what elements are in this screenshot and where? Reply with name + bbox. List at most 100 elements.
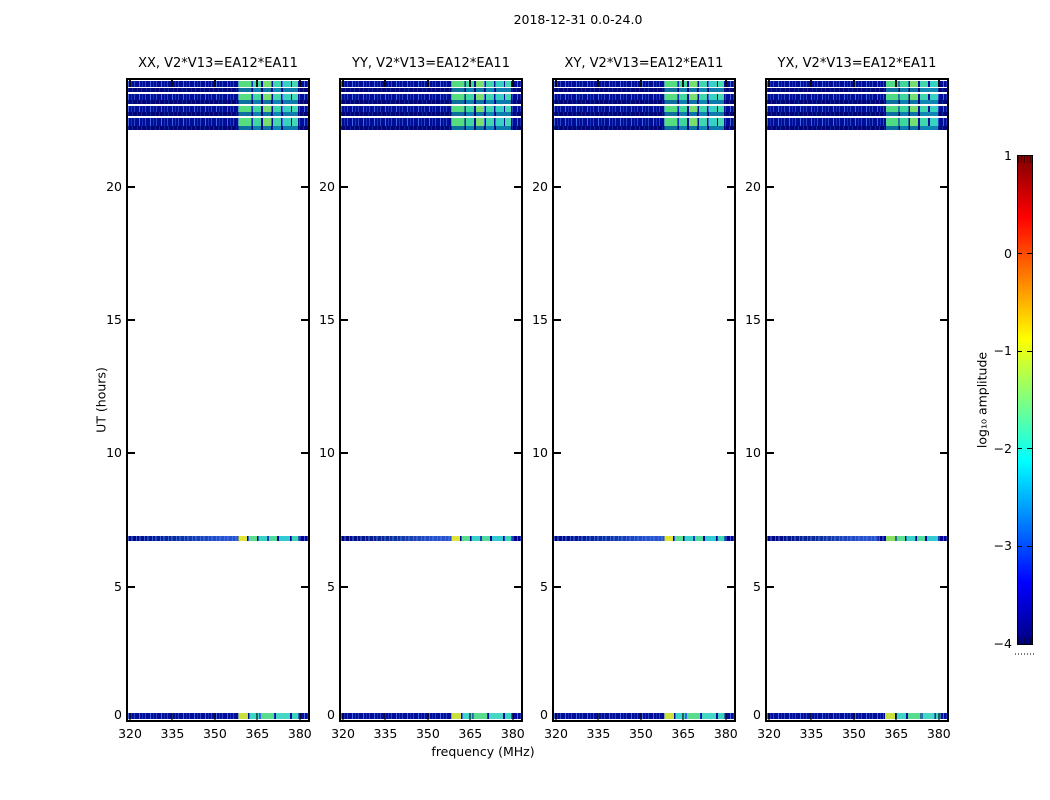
- colorbar-hatch-bottom: [1018, 637, 1032, 644]
- colorbar-tick-mark: [1017, 545, 1022, 547]
- x-tick-label: 335: [586, 726, 611, 741]
- x-tick-mark: [256, 80, 259, 87]
- y-tick-mark: [727, 319, 734, 321]
- x-tick-label: 365: [245, 726, 270, 741]
- y-tick-mark: [767, 585, 774, 588]
- heatmap-row: [554, 94, 734, 100]
- y-tick-label: 20: [745, 178, 761, 194]
- y-tick-mark: [554, 585, 561, 588]
- y-tick-label: 10: [532, 445, 548, 461]
- x-tick-mark: [639, 713, 642, 720]
- y-tick-mark: [940, 319, 947, 321]
- colorbar-tick-mark: [1027, 448, 1032, 450]
- figure-title: 2018-12-31 0.0-24.0: [513, 12, 643, 27]
- y-tick-label: 10: [106, 445, 122, 461]
- heatmap-row: [767, 111, 947, 116]
- x-tick-mark: [213, 80, 216, 87]
- y-tick-label: 5: [753, 578, 761, 594]
- y-tick-mark: [554, 185, 561, 188]
- x-tick-mark: [768, 713, 770, 720]
- y-tick-label: 15: [319, 312, 335, 327]
- y-tick-mark: [767, 319, 774, 321]
- x-tick-label: 320: [757, 726, 781, 741]
- heatmap-row: [341, 118, 521, 127]
- x-tick-mark: [511, 713, 514, 720]
- heatmap-row: [554, 118, 734, 127]
- x-tick-mark: [682, 713, 685, 720]
- y-tick-mark: [554, 319, 561, 321]
- x-tick-mark: [724, 80, 727, 87]
- colorbar-tick-mark: [1017, 350, 1022, 352]
- x-tick-label: 350: [841, 726, 866, 741]
- y-tick-mark: [514, 319, 521, 321]
- y-tick-mark: [128, 185, 135, 188]
- y-tick-mark: [341, 452, 348, 455]
- x-tick-mark: [171, 80, 174, 87]
- y-tick-mark: [128, 319, 135, 321]
- x-tick-mark: [810, 80, 813, 87]
- heatmap-row: [767, 713, 947, 720]
- heatmap-row: [341, 536, 521, 541]
- colorbar-tick-mark: [1017, 448, 1022, 450]
- x-tick-mark: [555, 80, 557, 87]
- x-tick-mark: [639, 80, 642, 87]
- axes-area: [128, 80, 308, 720]
- colorbar-tick-label: 0: [1004, 245, 1012, 261]
- x-tick-label: 335: [160, 726, 185, 741]
- x-tick-mark: [298, 713, 301, 720]
- colorbar-gradient: [1017, 155, 1033, 645]
- y-tick-mark: [940, 452, 947, 455]
- x-tick-mark: [895, 713, 898, 720]
- x-tick-label: 350: [628, 726, 653, 741]
- x-tick-mark: [171, 713, 174, 720]
- colorbar-tick-mark: [1017, 253, 1022, 255]
- heatmap-row: [128, 87, 308, 92]
- y-tick-label: 5: [540, 578, 548, 594]
- heatmap-row: [554, 713, 734, 720]
- y-tick-mark: [341, 185, 348, 188]
- heatmap-row: [554, 87, 734, 92]
- heatmap-row: [767, 536, 947, 541]
- colorbar-tick-label: −3: [993, 538, 1012, 554]
- heatmap-row: [341, 87, 521, 92]
- colorbar-tick-mark: [1027, 545, 1032, 547]
- x-tick-mark: [426, 713, 429, 720]
- x-tick-mark: [597, 80, 600, 87]
- x-tick-mark: [298, 80, 301, 87]
- y-tick-mark: [301, 319, 308, 321]
- heatmap-row: [341, 81, 521, 88]
- y-tick-label: 15: [532, 312, 548, 327]
- x-tick-mark: [937, 713, 940, 720]
- y-tick-label: 5: [327, 578, 335, 594]
- colorbar-tick-label: −4: [993, 636, 1012, 651]
- colorbar-tick-label: 1: [1004, 148, 1012, 163]
- y-tick-mark: [727, 452, 734, 455]
- x-tick-mark: [342, 80, 344, 87]
- x-tick-mark: [597, 713, 600, 720]
- colorbar-label: log₁₀ amplitude: [974, 351, 990, 449]
- y-tick-label: 20: [106, 178, 122, 194]
- heatmap-row: [128, 713, 308, 720]
- heatmap-row: [128, 536, 308, 541]
- x-tick-mark: [384, 80, 387, 87]
- x-tick-mark: [129, 80, 131, 87]
- colorbar-hatch-top: [1018, 156, 1032, 163]
- y-tick-mark: [940, 185, 947, 188]
- x-tick-label: 365: [671, 726, 696, 741]
- heatmap-row: [767, 106, 947, 112]
- x-tick-mark: [937, 80, 940, 87]
- y-tick-label: 15: [745, 312, 761, 327]
- y-tick-mark: [514, 585, 521, 588]
- y-tick-mark: [514, 452, 521, 455]
- x-tick-label: 350: [202, 726, 227, 741]
- y-tick-label: 0: [327, 707, 335, 722]
- y-tick-label: 10: [745, 445, 761, 461]
- heatmap-row: [341, 94, 521, 100]
- heatmap-row: [554, 106, 734, 112]
- axes: [765, 78, 949, 722]
- x-tick-label: 380: [287, 726, 312, 741]
- x-tick-label: 320: [118, 726, 142, 741]
- x-tick-mark: [682, 80, 685, 87]
- y-tick-mark: [514, 185, 521, 188]
